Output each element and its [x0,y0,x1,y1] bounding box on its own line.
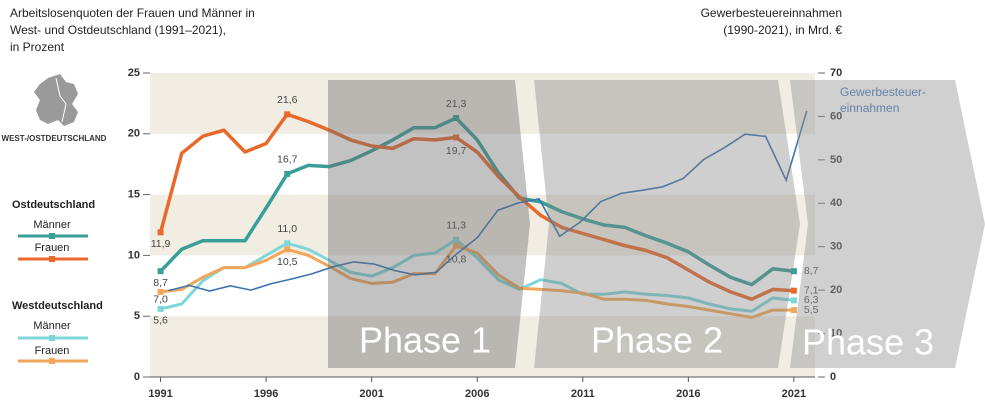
point-marker [790,287,797,294]
point-marker [790,268,797,275]
data-label: 11,9 [151,238,171,250]
data-label: 21,6 [277,94,298,106]
phase-label: Phase 2 [591,320,723,361]
y-tick-label: 25 [128,67,140,79]
phase-label: Phase 3 [802,322,934,363]
legend-group: Westdeutschland [12,300,103,312]
y2-tick-label: 40 [830,197,842,209]
x-tick-label: 2011 [571,388,595,400]
point-marker [157,288,164,295]
point-marker [157,229,164,236]
chart-title: West- und Ostdeutschland (1991–2021), [10,23,226,37]
legend-label: Frauen [35,345,70,357]
legend-group: Ostdeutschland [12,199,95,211]
data-label: 11,0 [277,223,297,235]
grid-band [150,194,815,256]
data-label: 8,7 [804,265,819,277]
point-marker [284,240,291,247]
phase-band [790,80,985,368]
point-marker [284,170,291,177]
y2-tick-label: 60 [830,110,842,122]
data-label: 10,5 [277,256,298,268]
series-label: Gewerbesteuer- [840,85,926,99]
data-label: 21,3 [446,98,467,110]
phases: Phase 1 Phase 2 Phase 3 [328,80,985,368]
x-tick-label: 2001 [359,388,383,400]
legend-marker [49,233,55,239]
phase-band [534,80,800,368]
y2-title: (1990-2021), in Mrd. € [723,23,842,37]
line-series [168,110,808,292]
line-series [159,116,795,287]
map-border [55,77,67,123]
data-label: 6,3 [804,294,819,306]
legend-marker [49,256,55,262]
y-tick-label: 20 [128,128,140,140]
y-tick-label: 10 [128,249,140,261]
x-tick-label: 2006 [465,388,489,400]
y-tick-label: 15 [128,189,140,201]
point-marker [157,305,164,312]
data-label: 7,0 [153,294,168,306]
point-marker [790,307,797,314]
point-marker [284,246,291,253]
data-label: 16,7 [277,154,298,166]
chart-title: Arbeitslosenquoten der Frauen und Männer… [10,6,255,20]
map-icon: WEST-/OSTDEUTSCHLAND [2,74,107,143]
phase-label: Phase 1 [359,320,491,361]
data-label: 8,7 [153,277,168,289]
grid-band [150,73,815,134]
point-marker [453,134,460,141]
series-label: einnahmen [840,101,899,115]
legend-label: Frauen [35,242,70,254]
y-tick-label: 5 [134,310,140,322]
y2-title: Gewerbesteuereinnahmen [701,6,842,20]
y2-tick-label: 70 [830,67,842,79]
line-series [160,238,795,313]
data-label: 19,7 [446,145,467,157]
phase-band [328,80,530,368]
x-tick-label: 1991 [148,388,172,400]
legend: Ostdeutschland Männer Frauen Westdeutschlan… [12,199,103,364]
data-label: 11,3 [446,219,466,231]
y2-tick-label: 20 [830,284,842,296]
map-label: WEST-/OSTDEUTSCHLAND [2,134,107,143]
map-shape [34,74,78,126]
y2-tick-label: 30 [830,241,842,253]
point-marker [284,111,291,118]
grid-band [150,316,815,377]
chart-title: in Prozent [10,40,65,54]
x-tick-label: 1996 [254,388,278,400]
legend-label: Männer [33,320,71,332]
legend-label: Männer [33,219,71,231]
y2-tick-label: 10 [830,327,842,339]
data-label: 10,8 [446,253,467,265]
y-tick-label: 0 [134,371,140,383]
data-label: 5,6 [153,315,168,327]
point-marker [157,268,164,275]
x-tick-label: 2016 [676,388,700,400]
point-marker [453,114,460,121]
point-marker [790,297,797,304]
titles: Arbeitslosenquoten der Frauen und Männer… [10,6,842,54]
y2-tick-label: 50 [830,154,842,166]
point-marker [453,236,460,243]
data-label: 5,5 [804,304,819,316]
point-marker [453,242,460,249]
plot: 8,7 16,7 21,3 8,7 11,9 21,6 19,7 7,1 5,6 11,0 11,3… [151,85,926,327]
legend-marker [49,335,55,341]
background: 0 5 10 15 20 25 0 10 20 30 40 50 60 70 1991 1996 2001 200… [128,67,843,400]
line-series [158,112,795,301]
data-label: 7,1 [804,284,819,296]
x-tick-label: 2021 [782,388,806,400]
line-series [160,244,794,319]
y2-tick-label: 0 [830,371,836,383]
legend-marker [49,358,55,364]
